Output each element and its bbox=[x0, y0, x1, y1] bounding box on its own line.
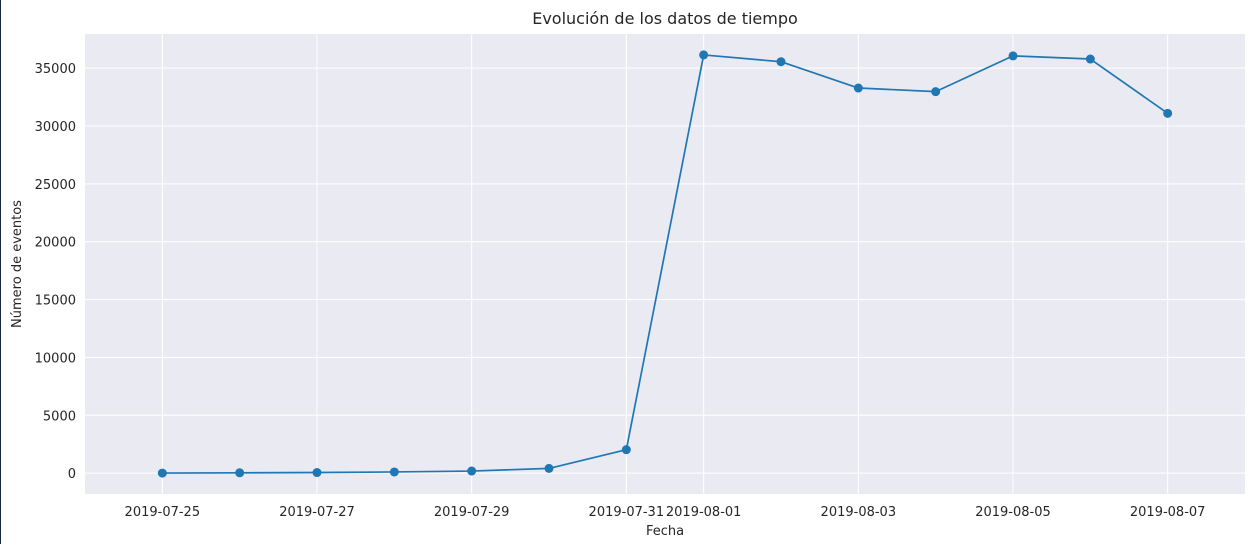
chart-title: Evolución de los datos de tiempo bbox=[532, 9, 798, 28]
y-tick-label: 10000 bbox=[35, 351, 76, 366]
data-point bbox=[157, 468, 167, 478]
grid-lines bbox=[85, 34, 1245, 494]
data-point bbox=[699, 50, 709, 60]
x-tick-label: 2019-08-03 bbox=[821, 505, 897, 520]
data-point bbox=[467, 466, 477, 476]
x-tick-label: 2019-07-25 bbox=[125, 505, 201, 520]
data-point bbox=[312, 468, 322, 478]
plot-area bbox=[85, 34, 1245, 494]
x-tick-label: 2019-07-31 bbox=[589, 505, 665, 520]
series-line bbox=[162, 54, 1169, 474]
data-point bbox=[931, 87, 941, 97]
data-point bbox=[776, 57, 786, 67]
window-left-border bbox=[0, 0, 1, 544]
x-tick-label: 2019-07-29 bbox=[434, 505, 510, 520]
data-point bbox=[235, 468, 245, 478]
y-tick-label: 15000 bbox=[35, 294, 76, 309]
data-point bbox=[544, 463, 554, 473]
y-tick-label: 35000 bbox=[35, 62, 76, 77]
x-tick-labels: 2019-07-25 2019-07-27 2019-07-29 2019-07-31… bbox=[125, 505, 1206, 520]
x-tick-label: 2019-08-05 bbox=[975, 505, 1051, 520]
y-tick-labels: 0 5000 10000 15000 20000 25000 30000 35000 bbox=[35, 62, 76, 482]
x-tick-label: 2019-08-07 bbox=[1130, 505, 1206, 520]
y-axis-label: Número de eventos bbox=[10, 200, 25, 328]
data-point bbox=[1008, 51, 1018, 61]
x-axis-label: Fecha bbox=[646, 524, 684, 539]
data-point bbox=[621, 445, 631, 455]
data-point bbox=[1163, 108, 1173, 118]
y-tick-label: 20000 bbox=[35, 236, 76, 251]
y-tick-label: 5000 bbox=[43, 409, 76, 424]
y-tick-label: 30000 bbox=[35, 120, 76, 135]
data-point bbox=[389, 467, 399, 477]
data-point bbox=[853, 83, 863, 93]
data-point bbox=[1085, 54, 1095, 64]
y-tick-label: 25000 bbox=[35, 178, 76, 193]
series-layer bbox=[157, 50, 1173, 478]
y-tick-label: 0 bbox=[68, 467, 76, 482]
x-tick-label: 2019-07-27 bbox=[279, 505, 355, 520]
x-tick-label: 2019-08-01 bbox=[666, 505, 742, 520]
